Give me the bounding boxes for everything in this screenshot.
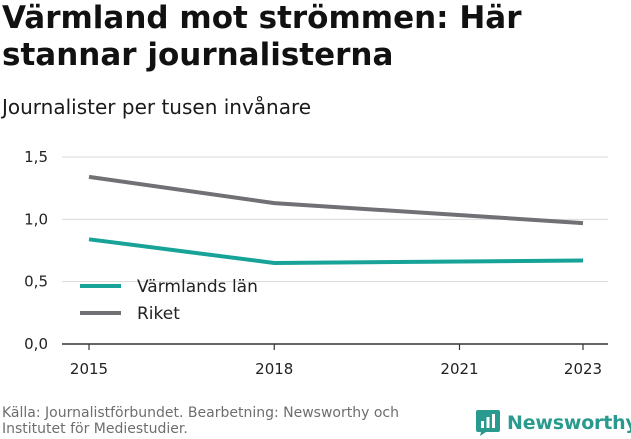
x-tick-label: 2018 [255,360,293,378]
y-tick-label: 0,5 [24,273,48,291]
bar-chart-speech-bubble-icon [476,410,500,436]
x-tick-label: 2021 [440,360,478,378]
x-tick-label: 2023 [564,360,602,378]
y-tick-label: 1,0 [24,210,48,228]
y-tick-label: 0,0 [24,335,48,353]
series-line-v-rmlands-l-n [88,237,584,265]
chart-title: Värmland mot strömmen: Här stannar journ… [2,0,522,73]
line-chart: 0,0 0,5 1,0 1,5 2015 2018 2021 2023 Värmlands l… [24,148,608,378]
x-tick-label: 2015 [70,360,108,378]
series-lines [88,174,584,265]
legend-label: Värmlands län [137,277,258,297]
brand-logo[interactable]: Newsworthy [475,408,631,438]
legend: Värmlands län Riket [80,277,258,324]
series-line-riket [88,174,584,226]
y-tick-label: 1,5 [24,148,48,166]
source-note: Källa: Journalistförbundet. Bearbetning:… [2,405,399,437]
legend-label: Riket [137,304,180,324]
chart-subtitle: Journalister per tusen invånare [2,95,312,119]
axis: 0,0 0,5 1,0 1,5 2015 2018 2021 2023 [24,148,608,378]
brand-name: Newsworthy [507,412,631,434]
